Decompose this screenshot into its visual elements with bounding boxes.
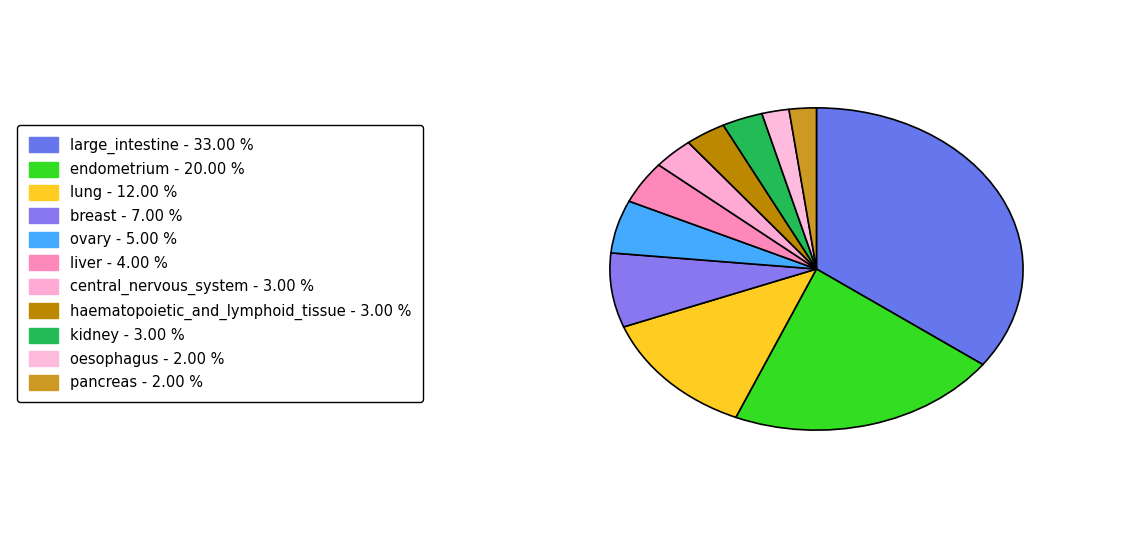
- Wedge shape: [762, 109, 816, 269]
- Wedge shape: [816, 108, 1023, 365]
- Legend: large_intestine - 33.00 %, endometrium - 20.00 %, lung - 12.00 %, breast - 7.00 : large_intestine - 33.00 %, endometrium -…: [17, 125, 423, 402]
- Wedge shape: [659, 143, 816, 269]
- Wedge shape: [688, 125, 816, 269]
- Wedge shape: [723, 114, 816, 269]
- Wedge shape: [789, 108, 816, 269]
- Wedge shape: [624, 269, 816, 417]
- Wedge shape: [629, 165, 816, 269]
- Wedge shape: [611, 201, 816, 269]
- Wedge shape: [610, 253, 816, 327]
- Wedge shape: [736, 269, 983, 430]
